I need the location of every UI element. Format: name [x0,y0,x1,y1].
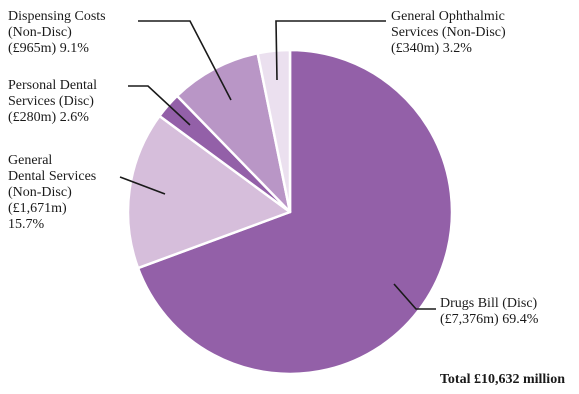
label-line: (£965m) 9.1% [8,41,89,56]
label-line: Personal Dental [8,78,98,93]
label-line: (Non-Disc) [8,185,72,200]
label-line: Services (Disc) [8,94,94,109]
label-line: (£7,376m) 69.4% [440,312,539,327]
leader-line-gds [119,176,166,195]
leader-line-ophthalmic [275,20,386,81]
pie-slice-gds [126,114,292,270]
pie-slice-ophthalmic [256,48,292,214]
label-line: (£340m) 3.2% [391,41,472,56]
label-general-dental: General Dental Services (Non-Disc) (£1,6… [8,153,96,233]
label-line: Services (Non-Disc) [391,25,506,40]
label-drugs-bill: Drugs Bill (Disc) (£7,376m) 69.4% [440,296,538,328]
label-line: General [8,153,53,168]
label-line: Dental Services [8,169,97,184]
label-line: Drugs Bill (Disc) [440,296,538,311]
label-line: (£1,671m) [8,201,67,216]
leader-line-pds [128,85,191,126]
pie-slices [126,48,454,376]
label-personal-dental: Personal Dental Services (Disc) (£280m) … [8,78,97,126]
label-line: General Ophthalmic [391,9,505,24]
label-line: Dispensing Costs [8,9,106,24]
label-general-ophthalmic: General Ophthalmic Services (Non-Disc) (… [391,9,506,57]
label-dispensing-costs: Dispensing Costs (Non-Disc) (£965m) 9.1% [8,9,106,57]
label-line: 15.7% [8,217,45,232]
pie-slice-drugs [136,48,454,376]
label-line: (Non-Disc) [8,25,72,40]
leader-lines [119,20,436,310]
leader-line-dispensing [138,20,232,101]
total-label: Total £10,632 million [439,372,565,387]
leader-line-drugs [393,283,436,310]
label-line: (£280m) 2.6% [8,110,89,125]
